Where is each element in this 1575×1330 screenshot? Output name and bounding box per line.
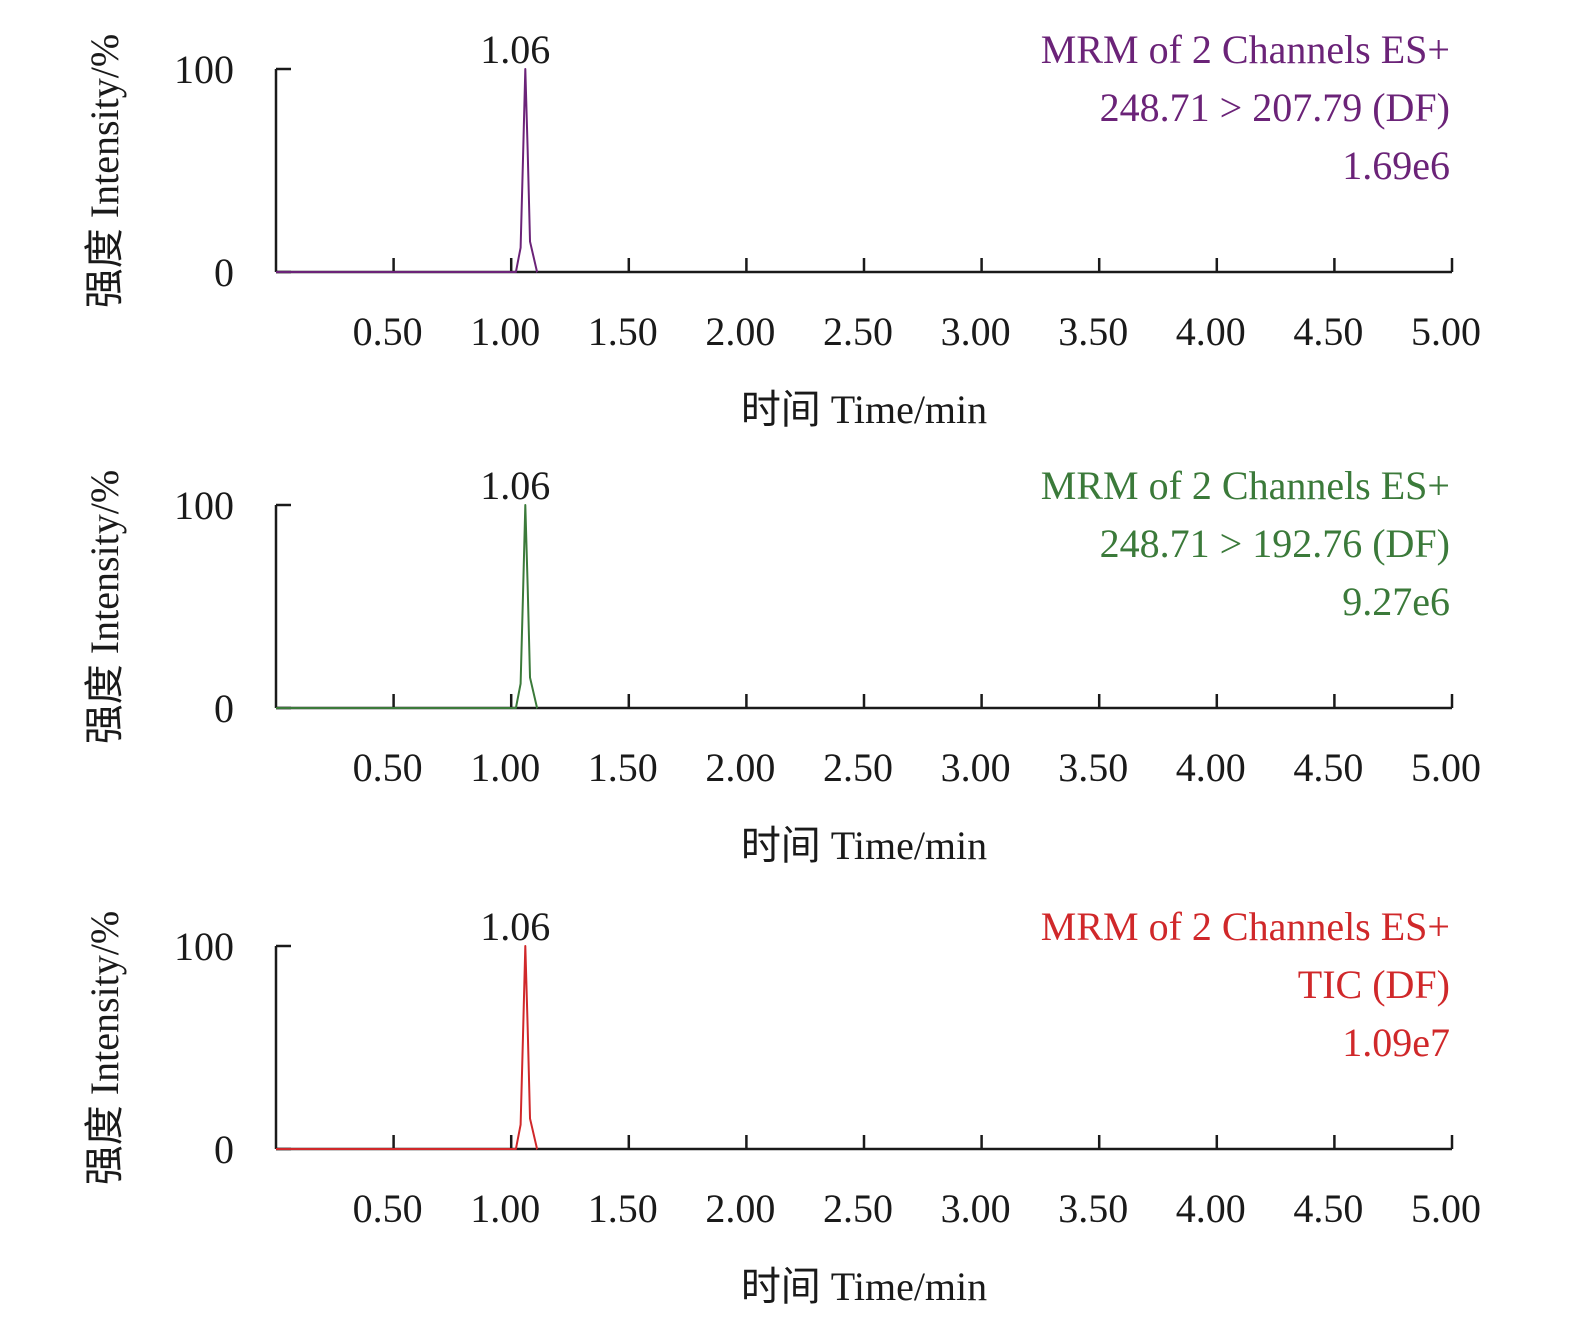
legend-line-1: MRM of 2 Channels ES+ [1041,27,1450,72]
peak-trace [276,504,539,709]
peak-trace [276,945,539,1150]
x-tick-label: 0.50 [353,1186,423,1231]
legend-line-3: 1.69e6 [1342,143,1450,188]
legend-line-3: 9.27e6 [1342,579,1450,624]
y-tick-label: 100 [174,483,234,528]
x-tick-label: 1.50 [588,1186,658,1231]
x-tick-label: 2.50 [823,309,893,354]
x-tick-label: 0.50 [353,309,423,354]
x-tick-label: 2.00 [705,1186,775,1231]
x-tick-label: 1.00 [470,309,540,354]
x-tick-label: 2.50 [823,745,893,790]
y-axis-label: 强度 Intensity/% [82,34,127,308]
y-tick-label: 100 [174,924,234,969]
peak-label: 1.06 [480,904,550,949]
x-tick-label: 4.50 [1293,1186,1363,1231]
legend-line-1: MRM of 2 Channels ES+ [1041,904,1450,949]
y-tick-label: 0 [214,1127,234,1172]
x-axis-label: 时间 Time/min [741,1264,987,1309]
x-tick-label: 3.50 [1058,1186,1128,1231]
y-tick-label: 100 [174,47,234,92]
x-tick-label: 3.00 [941,745,1011,790]
x-tick-label: 1.00 [470,1186,540,1231]
y-tick-label: 0 [214,686,234,731]
peak-label: 1.06 [480,463,550,508]
x-axis-label: 时间 Time/min [741,823,987,868]
x-tick-label: 4.50 [1293,309,1363,354]
legend-line-2: TIC (DF) [1298,962,1450,1007]
x-tick-label: 3.50 [1058,745,1128,790]
chart-panel-2: 0 100 0.50 1.00 1.50 2.00 2.50 3.00 3.50 4.00 4.50… [82,463,1481,868]
x-tick-label: 1.50 [588,309,658,354]
chart-panel-1: 0 100 0.50 1.00 1.50 2.00 2.50 3.00 3.50 4.00 4.50… [82,27,1481,432]
legend-line-3: 1.09e7 [1342,1020,1450,1065]
x-tick-label: 5.00 [1411,1186,1481,1231]
x-tick-label: 5.00 [1411,745,1481,790]
y-axis-label: 强度 Intensity/% [82,911,127,1185]
x-tick-label: 3.00 [941,1186,1011,1231]
legend-line-2: 248.71 > 192.76 (DF) [1100,521,1450,566]
x-axis-label: 时间 Time/min [741,387,987,432]
y-axis-label: 强度 Intensity/% [82,470,127,744]
legend-line-1: MRM of 2 Channels ES+ [1041,463,1450,508]
x-tick-label: 2.50 [823,1186,893,1231]
x-tick-label: 4.00 [1176,309,1246,354]
peak-trace [276,68,539,273]
legend-line-2: 248.71 > 207.79 (DF) [1100,85,1450,130]
x-tick-label: 1.00 [470,745,540,790]
x-tick-label: 4.00 [1176,1186,1246,1231]
x-tick-label: 3.00 [941,309,1011,354]
y-tick-label: 0 [214,250,234,295]
x-tick-label: 0.50 [353,745,423,790]
x-tick-label: 2.00 [705,745,775,790]
x-tick-label: 2.00 [705,309,775,354]
x-tick-label: 1.50 [588,745,658,790]
x-tick-label: 4.00 [1176,745,1246,790]
x-tick-label: 5.00 [1411,309,1481,354]
x-tick-label: 3.50 [1058,309,1128,354]
x-tick-label: 4.50 [1293,745,1363,790]
peak-label: 1.06 [480,27,550,72]
chart-panel-3: 0 100 0.50 1.00 1.50 2.00 2.50 3.00 3.50 4.00 4.50… [82,904,1481,1309]
